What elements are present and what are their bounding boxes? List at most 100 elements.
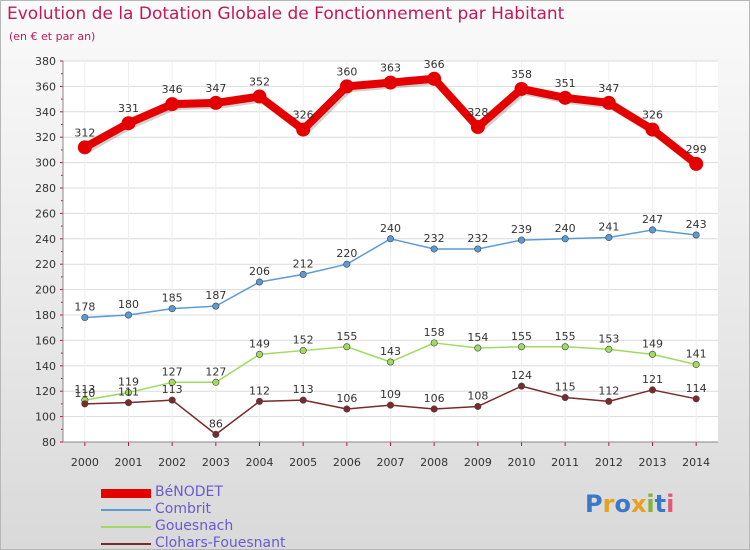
legend-label: Clohars-Fouesnant — [155, 535, 286, 550]
data-label: 299 — [686, 143, 707, 156]
series-0: 312 331 346 347 352 326 360 363 366 328 358 351 347 3… — [74, 58, 707, 171]
data-point — [561, 235, 569, 243]
data-point — [299, 396, 307, 404]
data-point — [256, 397, 264, 405]
data-point — [386, 235, 394, 243]
data-point — [648, 350, 656, 358]
data-label: 212 — [293, 257, 314, 270]
data-point — [648, 226, 656, 234]
data-label: 178 — [74, 301, 95, 314]
y-tick-label: 200 — [35, 284, 56, 297]
data-point — [427, 71, 442, 86]
data-point — [81, 400, 89, 408]
data-label: 112 — [249, 384, 270, 397]
data-label: 347 — [598, 82, 619, 95]
data-label: 363 — [380, 62, 401, 75]
x-tick-label: 2010 — [508, 456, 536, 469]
data-label: 127 — [205, 365, 226, 378]
data-point — [212, 302, 220, 310]
data-point — [517, 343, 525, 351]
x-tick-label: 2000 — [71, 456, 99, 469]
data-label: 326 — [642, 109, 663, 122]
data-label: 346 — [162, 83, 183, 96]
data-label: 366 — [424, 58, 445, 71]
data-label: 141 — [686, 348, 707, 361]
data-point — [692, 231, 700, 239]
data-point — [296, 122, 311, 137]
data-point — [689, 156, 704, 171]
data-point — [605, 345, 613, 353]
y-tick-label: 160 — [35, 334, 56, 347]
data-point — [212, 430, 220, 438]
data-point — [645, 122, 660, 137]
data-point — [252, 89, 267, 104]
data-point — [558, 90, 573, 105]
data-label: 86 — [209, 417, 223, 430]
y-tick-label: 240 — [35, 233, 56, 246]
data-point — [125, 399, 133, 407]
data-label: 206 — [249, 265, 270, 278]
data-point — [343, 260, 351, 268]
data-label: 239 — [511, 223, 532, 236]
y-tick-label: 280 — [35, 182, 56, 195]
data-label: 106 — [336, 392, 357, 405]
x-tick-label: 2012 — [595, 456, 623, 469]
data-point — [430, 339, 438, 347]
data-point — [77, 140, 92, 155]
data-label: 247 — [642, 213, 663, 226]
data-label: 312 — [74, 126, 95, 139]
y-tick-label: 120 — [35, 385, 56, 398]
data-label: 232 — [467, 232, 488, 245]
legend-label: Combrit — [155, 501, 211, 517]
data-point — [256, 350, 264, 358]
data-label: 360 — [336, 65, 357, 78]
data-point — [125, 311, 133, 319]
data-label: 180 — [118, 298, 139, 311]
data-point — [81, 314, 89, 322]
data-point — [605, 397, 613, 405]
data-point — [474, 344, 482, 352]
y-tick-label: 220 — [35, 258, 56, 271]
data-point — [561, 343, 569, 351]
data-label: 326 — [293, 109, 314, 122]
data-point — [168, 396, 176, 404]
data-label: 220 — [336, 247, 357, 260]
data-point — [648, 386, 656, 394]
data-point — [514, 81, 529, 96]
data-label: 112 — [598, 384, 619, 397]
data-point — [517, 236, 525, 244]
y-tick-label: 80 — [42, 436, 56, 449]
data-point — [168, 305, 176, 313]
data-label: 108 — [467, 389, 488, 402]
x-tick-label: 2013 — [639, 456, 667, 469]
x-tick-label: 2004 — [246, 456, 274, 469]
data-point — [168, 378, 176, 386]
data-point — [208, 95, 223, 110]
data-point — [561, 394, 569, 402]
data-label: 154 — [467, 331, 488, 344]
legend-swatch — [101, 543, 151, 545]
data-label: 110 — [74, 387, 95, 400]
legend-swatch — [101, 488, 151, 498]
series-1: 178 180 185 187 206 212 220 240 232 232 239 240 241 2… — [74, 213, 707, 322]
x-tick-label: 2007 — [377, 456, 405, 469]
data-label: 158 — [424, 326, 445, 339]
data-label: 127 — [162, 365, 183, 378]
data-label: 114 — [686, 382, 707, 395]
y-tick-label: 340 — [35, 106, 56, 119]
data-label: 241 — [598, 221, 619, 234]
x-tick-label: 2011 — [551, 456, 579, 469]
legend-label: Gouesnach — [155, 518, 234, 534]
y-tick-label: 100 — [35, 411, 56, 424]
data-label: 153 — [598, 332, 619, 345]
data-point — [121, 116, 136, 131]
data-point — [339, 79, 354, 94]
chart-title: Evolution de la Dotation Globale de Fonc… — [7, 4, 565, 24]
data-label: 347 — [205, 82, 226, 95]
data-label: 352 — [249, 76, 270, 89]
data-label: 358 — [511, 68, 532, 81]
data-point — [212, 378, 220, 386]
data-point — [517, 382, 525, 390]
data-point — [605, 234, 613, 242]
data-label: 115 — [555, 381, 576, 394]
